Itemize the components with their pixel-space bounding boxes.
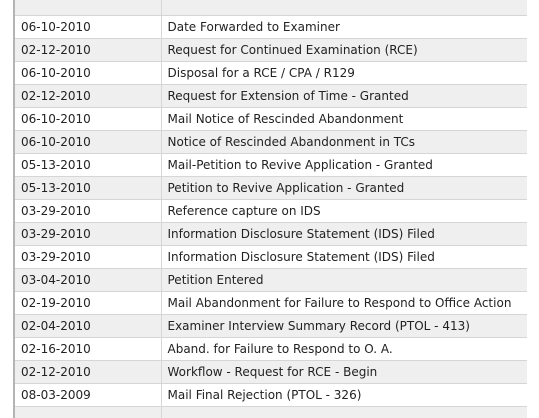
row-date: 02-12-2010 (15, 84, 162, 108)
table-row: 03-29-2010 Information Disclosure Statem… (15, 222, 527, 246)
transaction-history-panel: 06-10-2010 Date Forwarded to Examiner 02… (13, 0, 527, 418)
table-row: 03-04-2010 Petition Entered (15, 268, 527, 292)
table-row: 02-19-2010 Mail Abandonment for Failure … (15, 291, 527, 315)
table-row: 05-13-2010 Mail-Petition to Revive Appli… (15, 153, 527, 177)
row-date: 05-13-2010 (15, 153, 162, 177)
row-date (15, 0, 162, 16)
row-description: Mail Final Rejection (PTOL - 326) (161, 383, 527, 407)
row-description (161, 406, 527, 418)
table-row: 06-10-2010 Notice of Rescinded Abandonme… (15, 130, 527, 154)
row-description (161, 0, 527, 16)
table-row: 06-10-2010 Date Forwarded to Examiner (15, 15, 527, 39)
row-description: Date Forwarded to Examiner (161, 15, 527, 39)
row-date: 02-16-2010 (15, 337, 162, 361)
table-row: 06-10-2010 Mail Notice of Rescinded Aban… (15, 107, 527, 131)
row-description: Aband. for Failure to Respond to O. A. (161, 337, 527, 361)
row-description: Reference capture on IDS (161, 199, 527, 223)
row-description: Disposal for a RCE / CPA / R129 (161, 61, 527, 85)
row-date: 02-04-2010 (15, 314, 162, 338)
row-description: Petition to Revive Application - Granted (161, 176, 527, 200)
row-date: 03-04-2010 (15, 268, 162, 292)
row-date: 05-13-2010 (15, 176, 162, 200)
row-date: 03-29-2010 (15, 199, 162, 223)
row-description: Request for Extension of Time - Granted (161, 84, 527, 108)
row-description: Mail Abandonment for Failure to Respond … (161, 291, 527, 315)
row-date: 02-19-2010 (15, 291, 162, 315)
table-row: 02-12-2010 Request for Extension of Time… (15, 84, 527, 108)
row-date: 02-12-2010 (15, 38, 162, 62)
table-row: 05-13-2010 Petition to Revive Applicatio… (15, 176, 527, 200)
row-date: 03-29-2010 (15, 245, 162, 269)
table-row: 02-12-2010 Workflow - Request for RCE - … (15, 360, 527, 384)
row-description: Information Disclosure Statement (IDS) F… (161, 222, 527, 246)
row-description: Information Disclosure Statement (IDS) F… (161, 245, 527, 269)
table-row: 06-10-2010 Disposal for a RCE / CPA / R1… (15, 61, 527, 85)
page-margin-right (527, 0, 539, 418)
row-date: 08-03-2009 (15, 383, 162, 407)
table-row (15, 406, 527, 418)
row-date (15, 406, 162, 418)
row-description: Workflow - Request for RCE - Begin (161, 360, 527, 384)
table-row: 02-12-2010 Request for Continued Examina… (15, 38, 527, 62)
row-date: 06-10-2010 (15, 107, 162, 131)
table-row: 08-03-2009 Mail Final Rejection (PTOL - … (15, 383, 527, 407)
row-description: Request for Continued Examination (RCE) (161, 38, 527, 62)
row-date: 06-10-2010 (15, 61, 162, 85)
table-row: 02-16-2010 Aband. for Failure to Respond… (15, 337, 527, 361)
row-description: Mail-Petition to Revive Application - Gr… (161, 153, 527, 177)
table-row: 03-29-2010 Information Disclosure Statem… (15, 245, 527, 269)
table-row: 02-04-2010 Examiner Interview Summary Re… (15, 314, 527, 338)
row-date: 06-10-2010 (15, 15, 162, 39)
row-date: 06-10-2010 (15, 130, 162, 154)
table-row: 03-29-2010 Reference capture on IDS (15, 199, 527, 223)
row-date: 02-12-2010 (15, 360, 162, 384)
transaction-history-table: 06-10-2010 Date Forwarded to Examiner 02… (15, 0, 527, 418)
row-description: Petition Entered (161, 268, 527, 292)
row-description: Notice of Rescinded Abandonment in TCs (161, 130, 527, 154)
row-description: Examiner Interview Summary Record (PTOL … (161, 314, 527, 338)
table-row (15, 0, 527, 16)
row-description: Mail Notice of Rescinded Abandonment (161, 107, 527, 131)
row-date: 03-29-2010 (15, 222, 162, 246)
